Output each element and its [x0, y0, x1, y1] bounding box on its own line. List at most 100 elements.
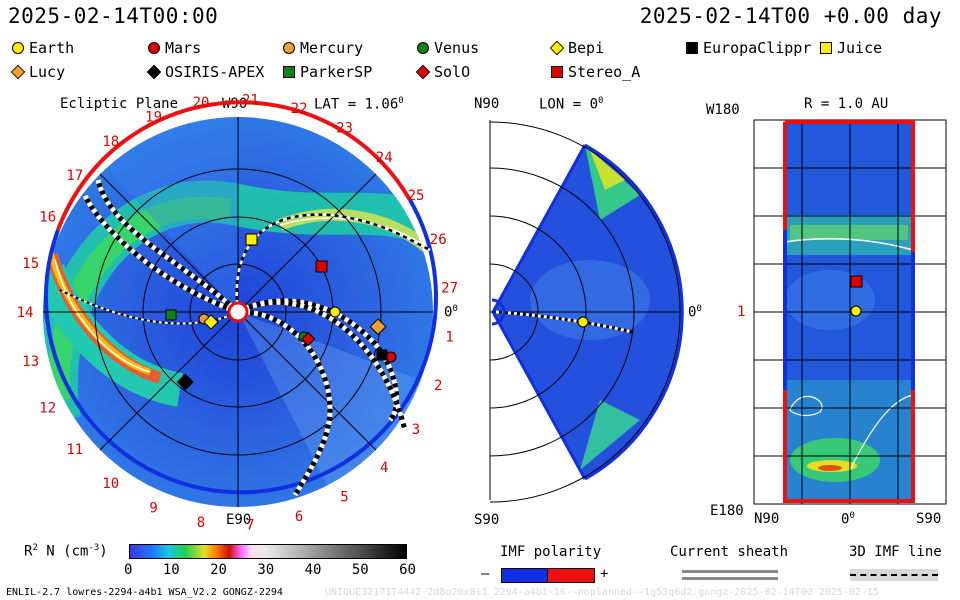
- carrington-label: 1: [445, 330, 453, 346]
- stereo-a-marker-icon: [551, 66, 563, 78]
- carrington-label: 25: [408, 188, 425, 204]
- juice-marker-icon: [245, 233, 258, 246]
- colorbar-tick: 10: [162, 562, 180, 578]
- earth-marker-icon: [329, 306, 341, 318]
- colorbar-label-close: ): [99, 543, 108, 560]
- imf-3d-dash: [850, 574, 938, 576]
- colorbar-tick: 50: [351, 562, 369, 578]
- carrington-label: 15: [22, 256, 39, 272]
- parkersp-marker-icon: [283, 66, 295, 78]
- venus-marker-icon: [417, 42, 429, 54]
- europaclipper-marker-icon: [686, 42, 698, 54]
- carrington-label: 11: [66, 442, 83, 458]
- imf-positive-swatch: [547, 568, 595, 583]
- europaclipper-marker-icon: [376, 349, 388, 361]
- carrington-label: 16: [39, 209, 56, 225]
- carrington-label: 22: [291, 101, 308, 117]
- legend-solo: SolO: [415, 63, 471, 81]
- mars-marker-icon: [148, 42, 160, 54]
- carrington-label: 4: [380, 460, 388, 476]
- legend-juice: Juice: [820, 39, 882, 57]
- carrington-label: 12: [39, 401, 56, 417]
- colorbar-ticks: 0 10 20 30 40 50 60: [124, 562, 416, 578]
- carrington-label: 17: [66, 168, 83, 184]
- legend-mars: Mars: [148, 39, 201, 57]
- carrington-label: 13: [22, 354, 39, 370]
- legend-label: Earth: [29, 39, 75, 57]
- meridional-s90-label: S90: [474, 512, 500, 528]
- radial-map-plot: [753, 119, 947, 505]
- legend-mercury: Mercury: [283, 39, 363, 57]
- legend-label: Mercury: [300, 39, 364, 57]
- radial-zero-label: 00: [841, 511, 855, 528]
- colorbar: [129, 544, 407, 559]
- legend-label: EuropaClippr: [703, 39, 812, 57]
- radial-n90-label: N90: [754, 511, 780, 527]
- footer-run-id: UNIQUE3217174442_2d8o20x0i1_2294-a4b1-16…: [325, 587, 879, 598]
- colorbar-label-sup: 2: [32, 543, 38, 553]
- sun-icon: [227, 301, 249, 323]
- longitude-degree: 0: [598, 96, 604, 106]
- radial-w180-label: W180: [706, 102, 740, 118]
- colorbar-tick: 40: [304, 562, 322, 578]
- header-timestamp: 2025-02-14T00:00: [8, 4, 219, 28]
- legend-earth: Earth: [12, 39, 74, 57]
- legend-lucy: Lucy: [10, 63, 65, 81]
- osiris-apex-marker-icon: [176, 373, 194, 391]
- header-time-offset: 2025-02-14T00 +0.00 day: [639, 4, 942, 28]
- ecliptic-e90-label: E90: [226, 512, 252, 528]
- current-sheath-line-bottom: [682, 577, 778, 580]
- meridional-n90-label: N90: [474, 96, 500, 112]
- lucy-marker-icon: [369, 318, 387, 336]
- legend-venus: Venus: [417, 39, 479, 57]
- solo-marker-icon: [301, 331, 316, 347]
- radial-s90-label: S90: [916, 511, 942, 527]
- stereo-a-marker-icon: [850, 275, 863, 288]
- carrington-label: 3: [412, 422, 420, 438]
- colorbar-tick: 20: [210, 562, 227, 578]
- colorbar-label-unit: N (cm: [37, 543, 89, 560]
- colorbar-label-exp: -3: [88, 543, 100, 553]
- imf-minus-label: –: [481, 566, 490, 582]
- zero-text: 0: [841, 511, 850, 528]
- zero-text: 0: [688, 304, 697, 321]
- carrington-label: 10: [102, 476, 119, 492]
- carrington-label: 18: [102, 134, 119, 150]
- radial-e180-label: E180: [710, 503, 744, 519]
- carrington-label: 5: [340, 490, 348, 506]
- legend-label: Venus: [434, 39, 480, 57]
- imf-3d-title: 3D IMF line: [849, 544, 942, 560]
- footer-model-info: ENLIL-2.7 lowres-2294-a4b1 WSA_V2.2 GONG…: [6, 587, 283, 598]
- carrington-label: 6: [295, 509, 303, 525]
- carrington-label: 20: [193, 95, 210, 111]
- carrington-label: 23: [336, 121, 353, 137]
- ecliptic-title: Ecliptic Plane: [60, 96, 179, 112]
- legend-osiris-apex: OSIRIS-APEX: [146, 63, 264, 81]
- legend-label: Stereo_A: [568, 63, 641, 81]
- earth-marker-icon: [12, 42, 24, 54]
- ecliptic-bodies: [165, 233, 397, 391]
- ecliptic-imf-lines: [59, 179, 431, 497]
- legend-label: Juice: [837, 39, 883, 57]
- radial-title: R = 1.0 AU: [804, 96, 889, 112]
- legend-label: Mars: [165, 39, 202, 57]
- zero-degree: 0: [452, 304, 458, 314]
- meridional-plot: [489, 120, 684, 503]
- carrington-label: 9: [149, 501, 157, 517]
- longitude-text: LON = 0: [539, 96, 599, 113]
- colorbar-tick: 0: [124, 562, 133, 578]
- carrington-label: 19: [145, 109, 162, 125]
- legend-bepi: Bepi: [549, 39, 605, 57]
- mercury-marker-icon: [283, 42, 295, 54]
- colorbar-label: R2 N (cm-3): [24, 543, 108, 560]
- carrington-label: 24: [376, 150, 393, 166]
- legend-label: Bepi: [568, 39, 605, 57]
- juice-marker-icon: [820, 42, 832, 54]
- imf-3d-swatch: [850, 569, 938, 581]
- imf-plus-label: +: [600, 566, 609, 582]
- legend-label: SolO: [434, 63, 471, 81]
- zero-degree: 0: [696, 304, 702, 314]
- radial-one-label: 1: [737, 304, 746, 320]
